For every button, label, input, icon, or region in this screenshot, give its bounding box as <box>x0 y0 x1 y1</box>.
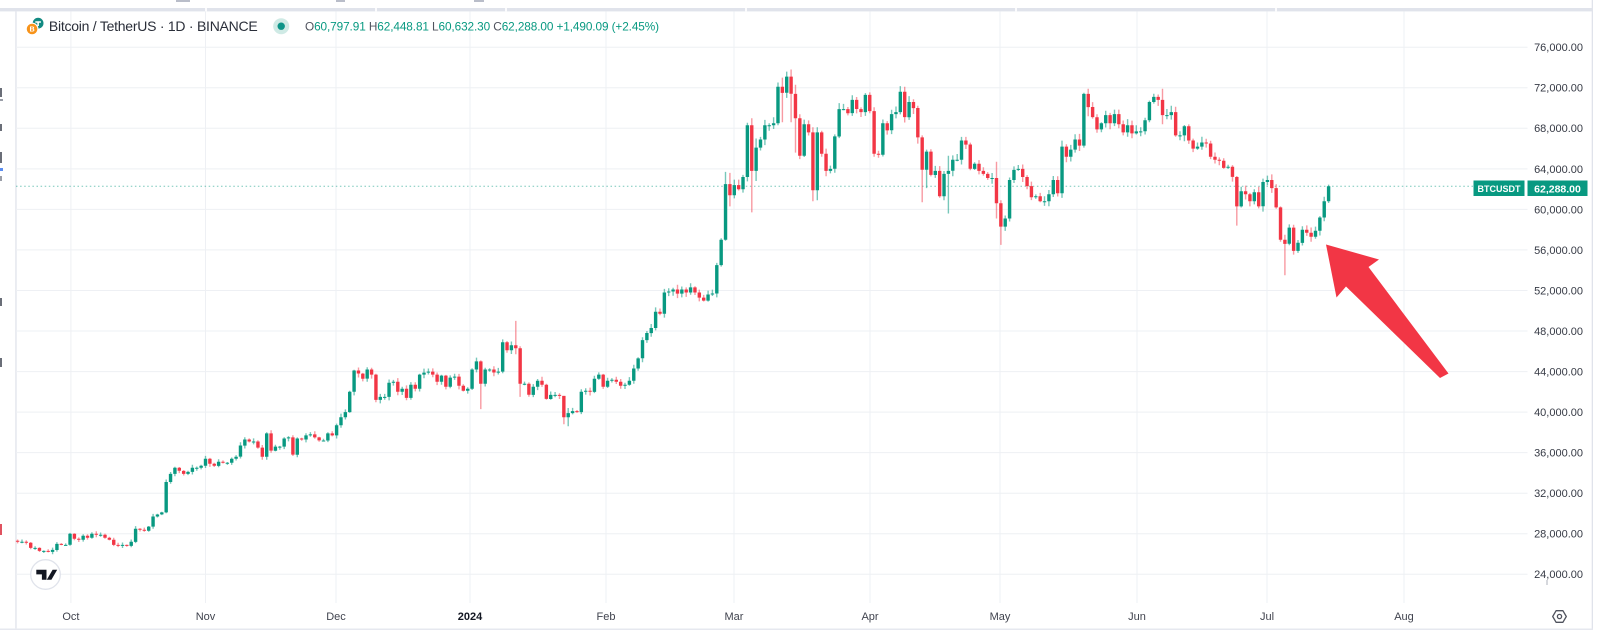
svg-text:72,000.00: 72,000.00 <box>1534 83 1583 95</box>
svg-text:2024: 2024 <box>458 611 483 623</box>
svg-text:32,000.00: 32,000.00 <box>1534 488 1583 500</box>
svg-text:BTCUSDT: BTCUSDT <box>1478 184 1521 194</box>
svg-text:O60,797.91 H62,448.81 L60,632.: O60,797.91 H62,448.81 L60,632.30 C62,288… <box>305 20 659 34</box>
svg-text:May: May <box>990 611 1011 623</box>
svg-text:Jul: Jul <box>1260 611 1274 623</box>
svg-text:Mar: Mar <box>725 611 744 623</box>
svg-text:Feb: Feb <box>597 611 616 623</box>
svg-text:24,000.00: 24,000.00 <box>1534 569 1583 581</box>
svg-text:48,000.00: 48,000.00 <box>1534 326 1583 338</box>
svg-text:62,288.00: 62,288.00 <box>1534 183 1581 195</box>
svg-text:B: B <box>29 25 34 34</box>
svg-text:36,000.00: 36,000.00 <box>1534 448 1583 460</box>
svg-text:Nov: Nov <box>196 611 216 623</box>
svg-text:Dec: Dec <box>326 611 346 623</box>
svg-text:Oct: Oct <box>62 611 79 623</box>
svg-text:40,000.00: 40,000.00 <box>1534 407 1583 419</box>
svg-text:Aug: Aug <box>1394 611 1414 623</box>
svg-text:Jun: Jun <box>1128 611 1146 623</box>
svg-text:64,000.00: 64,000.00 <box>1534 164 1583 176</box>
svg-text:44,000.00: 44,000.00 <box>1534 367 1583 379</box>
svg-text:60,000.00: 60,000.00 <box>1534 204 1583 216</box>
svg-text:76,000.00: 76,000.00 <box>1534 42 1583 54</box>
svg-text:28,000.00: 28,000.00 <box>1534 529 1583 541</box>
svg-text:Apr: Apr <box>861 611 878 623</box>
svg-text:56,000.00: 56,000.00 <box>1534 245 1583 257</box>
svg-text:Bitcoin / TetherUS · 1D · BINA: Bitcoin / TetherUS · 1D · BINANCE <box>49 18 258 34</box>
svg-text:52,000.00: 52,000.00 <box>1534 285 1583 297</box>
svg-text:68,000.00: 68,000.00 <box>1534 123 1583 135</box>
